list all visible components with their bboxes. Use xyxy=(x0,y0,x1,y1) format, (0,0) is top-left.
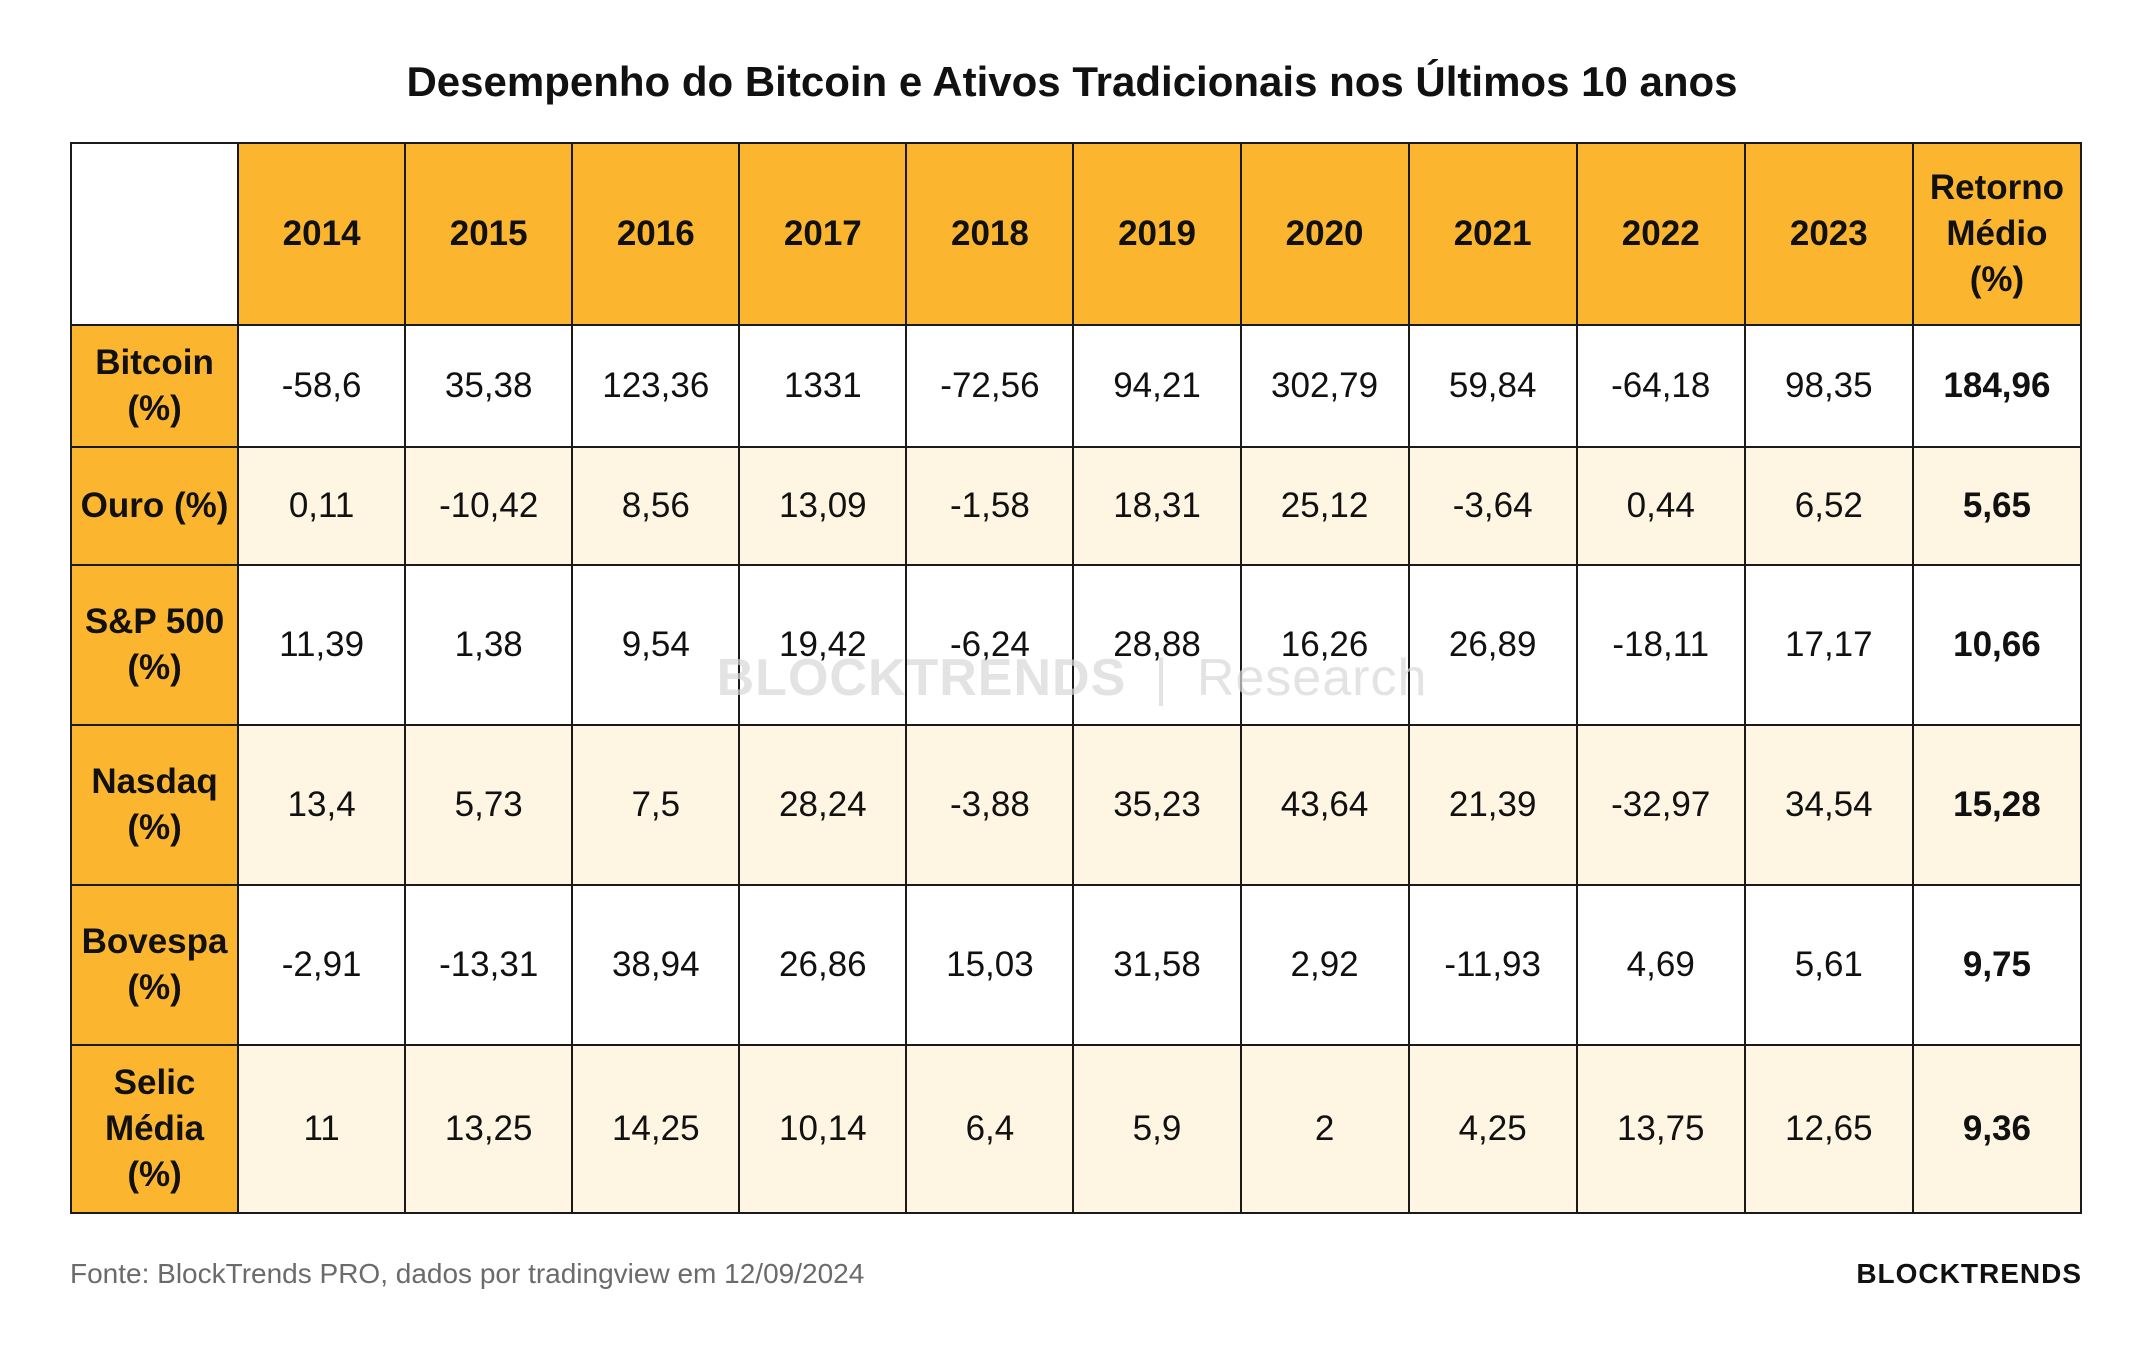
value-cell: 18,31 xyxy=(1072,446,1242,566)
value-cell: 25,12 xyxy=(1239,446,1410,566)
value-cell: 10,14 xyxy=(738,1044,908,1214)
average-cell: 5,65 xyxy=(1911,446,2083,566)
value-cell: 28,88 xyxy=(1072,564,1242,726)
table-row: Nasdaq (%) 13,4 5,73 7,5 28,24 -3,88 35,23 43,6… xyxy=(69,724,2083,886)
value-cell: 16,26 xyxy=(1239,564,1410,726)
chart-title: Desempenho do Bitcoin e Ativos Tradicion… xyxy=(406,58,1738,105)
footer-source: Fonte: BlockTrends PRO, dados por tradin… xyxy=(70,1258,865,1289)
value-cell: 5,73 xyxy=(404,724,574,886)
value-cell: 43,64 xyxy=(1239,724,1410,886)
column-header: Retorno Médio (%) xyxy=(1911,142,2083,326)
value-cell: -3,64 xyxy=(1407,446,1578,566)
value-cell: 13,4 xyxy=(237,724,407,886)
row-label: S&P 500 (%) xyxy=(69,564,240,726)
table-row: Bovespa (%) -2,91 -13,31 38,94 26,86 15,03 31,… xyxy=(69,884,2083,1046)
average-cell: 184,96 xyxy=(1911,324,2083,448)
value-cell: -2,91 xyxy=(237,884,407,1046)
value-cell: 26,89 xyxy=(1407,564,1578,726)
value-cell: 13,25 xyxy=(404,1044,574,1214)
value-cell: 1331 xyxy=(738,324,908,448)
column-header: 2016 xyxy=(571,142,741,326)
column-header: 2017 xyxy=(738,142,908,326)
value-cell: 8,56 xyxy=(571,446,741,566)
value-cell: -64,18 xyxy=(1575,324,1746,448)
value-cell: -1,58 xyxy=(905,446,1075,566)
value-cell: 1,38 xyxy=(404,564,574,726)
value-cell: 5,61 xyxy=(1743,884,1914,1046)
average-cell: 9,75 xyxy=(1911,884,2083,1046)
value-cell: -72,56 xyxy=(905,324,1075,448)
column-header: 2019 xyxy=(1072,142,1242,326)
value-cell: 0,11 xyxy=(237,446,407,566)
value-cell: 98,35 xyxy=(1743,324,1914,448)
value-cell: 31,58 xyxy=(1072,884,1242,1046)
row-label: Ouro (%) xyxy=(69,446,240,566)
value-cell: 14,25 xyxy=(571,1044,741,1214)
average-cell: 15,28 xyxy=(1911,724,2083,886)
value-cell: 2,92 xyxy=(1239,884,1410,1046)
value-cell: 0,44 xyxy=(1575,446,1746,566)
average-cell: 10,66 xyxy=(1911,564,2083,726)
row-label: Nasdaq (%) xyxy=(69,724,240,886)
table-row: S&P 500 (%) 11,39 1,38 9,54 19,42 -6,24 28,88 1… xyxy=(69,564,2083,726)
value-cell: -32,97 xyxy=(1575,724,1746,886)
value-cell: 17,17 xyxy=(1743,564,1914,726)
value-cell: 9,54 xyxy=(571,564,741,726)
value-cell: 2 xyxy=(1239,1044,1410,1214)
value-cell: 6,4 xyxy=(905,1044,1075,1214)
column-header: 2023 xyxy=(1743,142,1914,326)
value-cell: 34,54 xyxy=(1743,724,1914,886)
value-cell: 19,42 xyxy=(738,564,908,726)
row-label: Bitcoin (%) xyxy=(69,324,240,448)
value-cell: -11,93 xyxy=(1407,884,1578,1046)
table-row: Selic Média (%) 11 13,25 14,25 10,14 6,4 5,9 2 4… xyxy=(69,1044,2083,1214)
row-label: Selic Média (%) xyxy=(69,1044,240,1214)
value-cell: -18,11 xyxy=(1575,564,1746,726)
value-cell: -58,6 xyxy=(237,324,407,448)
value-cell: 13,75 xyxy=(1575,1044,1746,1214)
value-cell: -13,31 xyxy=(404,884,574,1046)
column-header: 2015 xyxy=(404,142,574,326)
value-cell: 35,23 xyxy=(1072,724,1242,886)
value-cell: 35,38 xyxy=(404,324,574,448)
column-header: 2020 xyxy=(1239,142,1410,326)
row-label: Bovespa (%) xyxy=(69,884,240,1046)
value-cell: 21,39 xyxy=(1407,724,1578,886)
value-cell: -10,42 xyxy=(404,446,574,566)
value-cell: 7,5 xyxy=(571,724,741,886)
value-cell: 28,24 xyxy=(738,724,908,886)
value-cell: 26,86 xyxy=(738,884,908,1046)
column-header: 2014 xyxy=(237,142,407,326)
value-cell: 38,94 xyxy=(571,884,741,1046)
value-cell: 5,9 xyxy=(1072,1044,1242,1214)
value-cell: -3,88 xyxy=(905,724,1075,886)
value-cell: -6,24 xyxy=(905,564,1075,726)
value-cell: 4,69 xyxy=(1575,884,1746,1046)
column-header: 2021 xyxy=(1407,142,1578,326)
value-cell: 11 xyxy=(237,1044,407,1214)
table-row: Ouro (%) 0,11 -10,42 8,56 13,09 -1,58 18,31 25,… xyxy=(69,446,2083,566)
column-header: 2018 xyxy=(905,142,1075,326)
value-cell: 12,65 xyxy=(1743,1044,1914,1214)
value-cell: 59,84 xyxy=(1407,324,1578,448)
footer-logo: BLOCKTRENDS xyxy=(1856,1258,2082,1289)
value-cell: 11,39 xyxy=(237,564,407,726)
column-header: 2022 xyxy=(1575,142,1746,326)
value-cell: 4,25 xyxy=(1407,1044,1578,1214)
performance-table: 2014 2015 2016 2017 2018 2019 2020 2021 2022 2023… xyxy=(69,142,2083,1214)
table-row: Bitcoin (%) -58,6 35,38 123,36 1331 -72,56 94,… xyxy=(69,324,2083,448)
value-cell: 6,52 xyxy=(1743,446,1914,566)
average-cell: 9,36 xyxy=(1911,1044,2083,1214)
header-row: 2014 2015 2016 2017 2018 2019 2020 2021 2022 2023… xyxy=(69,142,2083,326)
value-cell: 94,21 xyxy=(1072,324,1242,448)
header-corner-cell xyxy=(69,142,240,326)
value-cell: 13,09 xyxy=(738,446,908,566)
value-cell: 15,03 xyxy=(905,884,1075,1046)
value-cell: 123,36 xyxy=(571,324,741,448)
value-cell: 302,79 xyxy=(1239,324,1410,448)
